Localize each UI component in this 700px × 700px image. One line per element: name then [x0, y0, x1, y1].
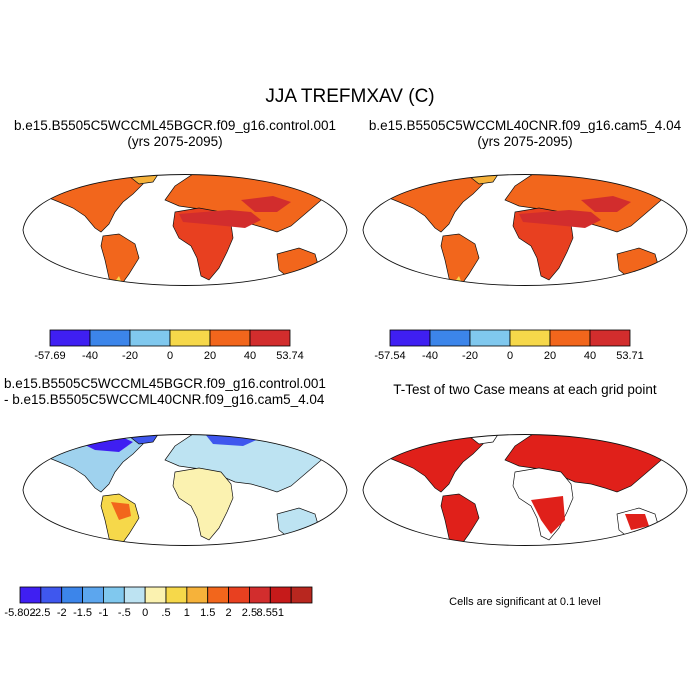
main-title: JJA TREFMXAV (C) [265, 86, 435, 107]
colorbar-tick-label: -2.5 [31, 607, 50, 619]
colorbar-swatch [49, 329, 91, 347]
hot-region-sahara [179, 210, 261, 228]
diff-warming-amazon [111, 502, 131, 520]
colorbar-swatch [389, 329, 431, 347]
colorbar-swatch [509, 329, 551, 347]
colorbar-tick-label: 2.5 [242, 607, 257, 619]
colorbar-tick-label: -1.5 [73, 607, 92, 619]
colorbar-case2: -57.54 -40 -20 0 20 40 53.71 [374, 329, 644, 362]
colorbar-tick-label: -20 [462, 350, 478, 362]
colorbar-swatch [228, 586, 250, 604]
colorbar-swatch [103, 586, 125, 604]
land-antarctica [395, 294, 673, 308]
map-case1 [22, 174, 348, 308]
colorbar-tick-label: -40 [82, 350, 98, 362]
colorbar-swatch [129, 329, 171, 347]
colorbar-swatch [290, 586, 313, 604]
colorbar-tick-label: -.5 [118, 607, 131, 619]
map-frame [22, 174, 348, 286]
land-sa [440, 233, 480, 286]
colorbar-swatch [89, 329, 131, 347]
colorbar-swatch [19, 586, 42, 604]
colorbar-tick-label: .5 [161, 607, 170, 619]
land-antarctica [55, 554, 333, 568]
colorbar-tick-label: 20 [204, 350, 216, 362]
hot-region-central-asia [241, 196, 291, 212]
panel-case2-title: b.e15.B5505C5WCCML40CNR.f09_g16.cam5_4.0… [350, 118, 700, 150]
colorbar-tick-label: 53.74 [276, 350, 304, 362]
colorbar-tick-label: 20 [544, 350, 556, 362]
colorbar-tick-label: 1 [184, 607, 190, 619]
colorbar-swatch [209, 329, 251, 347]
colorbar-tick-label: 40 [244, 350, 256, 362]
colorbar-swatch [549, 329, 591, 347]
colorbar-tick-label: -40 [422, 350, 438, 362]
colorbar-swatch [249, 329, 291, 347]
colorbar-tick-label: 1.5 [200, 607, 215, 619]
ttest-australia-significant [625, 514, 649, 530]
colorbar-swatch [186, 586, 209, 604]
hot-region-sahara [519, 210, 601, 228]
panel-diff-title-line1: b.e15.B5505C5WCCML45BGCR.f09_g16.control… [4, 376, 326, 391]
colorbar-tick-label: -5.802 [4, 607, 35, 619]
land-sa [100, 233, 140, 286]
diff-strong-cooling-eurasia [205, 434, 261, 446]
colorbar-swatch [249, 586, 271, 604]
colorbar-swatch [82, 586, 104, 604]
colorbar-case1: -57.69 -40 -20 0 20 40 53.74 [34, 329, 304, 362]
colorbar-tick-label: 0 [507, 350, 513, 362]
panel-case1-title-line1: b.e15.B5505C5WCCML45BGCR.f09_g16.control… [14, 118, 336, 133]
panel-diff-title-line2: - b.e15.B5505C5WCCML40CNR.f09_g16.cam5_4… [4, 392, 325, 407]
colorbar-swatch [269, 586, 292, 604]
land-africa [172, 467, 234, 541]
panel-diff-title: b.e15.B5505C5WCCML45BGCR.f09_g16.control… [4, 376, 354, 408]
colorbar-tick-label: 0 [142, 607, 148, 619]
colorbar-tick-label: 2 [226, 607, 232, 619]
colorbar-tick-label: 40 [584, 350, 596, 362]
colorbar-tick-label: 0 [167, 350, 173, 362]
land-antarctica [395, 554, 673, 568]
map-frame [362, 174, 688, 286]
colorbar-swatch [429, 329, 471, 347]
colorbar-swatch [123, 586, 146, 604]
colorbar-tick-label: -20 [122, 350, 138, 362]
colorbar-swatch [61, 586, 83, 604]
colorbar-swatch [40, 586, 63, 604]
colorbar-tick-label: 8.551 [257, 607, 285, 619]
colorbar-swatch [207, 586, 229, 604]
panel-case2-title-line1: b.e15.B5505C5WCCML40CNR.f09_g16.cam5_4.0… [368, 118, 682, 133]
colorbar-swatch [165, 586, 188, 604]
colorbar-tick-label: -1 [99, 607, 109, 619]
panel-ttest-title-line1: T-Test of two Case means at each grid po… [393, 382, 657, 397]
map-frame [22, 434, 348, 546]
hot-region-central-asia [581, 196, 631, 212]
panel-case2-title-line2: (yrs 2075-2095) [477, 134, 573, 149]
colorbar-tick-label: -2 [57, 607, 67, 619]
colorbar-swatch [589, 329, 631, 347]
panel-ttest-title: T-Test of two Case means at each grid po… [350, 382, 700, 398]
colorbar-tick-label: -57.69 [34, 350, 65, 362]
colorbar-difference: -5.802-2.5 -2 -1.5 -1 -.5 0 .5 1 1.5 2 2.5 8.551 [4, 586, 313, 619]
ttest-footnote: Cells are significant at 0.1 level [449, 596, 601, 608]
colorbar-swatch [144, 586, 167, 604]
land-antarctica [55, 294, 333, 308]
map-case2 [362, 174, 688, 308]
ttest-africa-significant [531, 496, 565, 534]
colorbar-swatch [169, 329, 211, 347]
panel-case1-title: b.e15.B5505C5WCCML45BGCR.f09_g16.control… [0, 118, 350, 150]
map-difference [22, 434, 348, 568]
colorbar-tick-label: 53.71 [616, 350, 644, 362]
colorbar-tick-label: -57.54 [374, 350, 405, 362]
colorbar-swatch [469, 329, 511, 347]
land-sa [440, 493, 480, 546]
map-frame [362, 434, 688, 546]
panel-case1-title-line2: (yrs 2075-2095) [127, 134, 223, 149]
map-ttest [362, 434, 688, 568]
